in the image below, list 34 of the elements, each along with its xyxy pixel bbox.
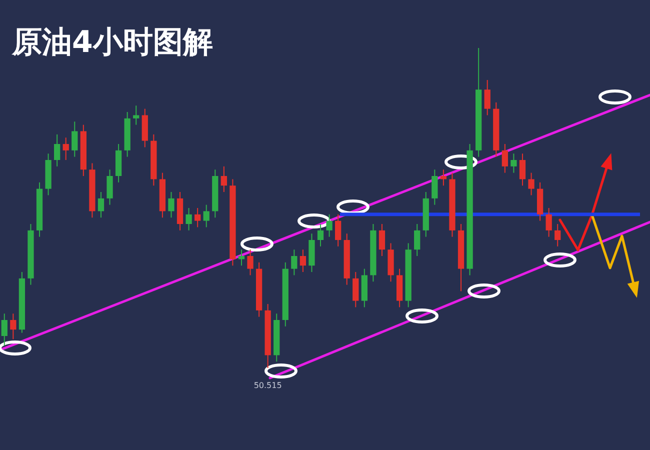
candlestick xyxy=(510,153,517,174)
candlestick xyxy=(300,249,306,272)
candlestick xyxy=(168,192,174,218)
candlestick xyxy=(335,214,342,247)
candlestick xyxy=(54,134,60,167)
candlestick xyxy=(1,313,8,346)
candlestick xyxy=(186,208,192,231)
candlestick xyxy=(546,208,552,238)
chart-title: 原油4小时图解 xyxy=(11,25,213,60)
candlestick xyxy=(62,137,69,160)
candlestick xyxy=(247,249,254,276)
candlestick xyxy=(440,169,447,186)
text: 50.515 xyxy=(254,381,282,390)
candlestick xyxy=(378,224,386,256)
candlestick xyxy=(106,169,113,206)
candlestick xyxy=(414,224,420,256)
candlestick xyxy=(432,169,438,206)
candlestick xyxy=(220,166,227,192)
candlestick xyxy=(194,208,201,228)
candlestick xyxy=(519,153,526,186)
candlestick xyxy=(554,224,561,247)
candlestick xyxy=(502,144,508,174)
candlestick xyxy=(133,105,140,126)
candlestick xyxy=(10,313,16,340)
candlestick xyxy=(352,272,359,308)
candlestick xyxy=(98,192,104,218)
candlestick xyxy=(317,224,324,247)
candlestick xyxy=(291,249,298,276)
candlestick xyxy=(72,121,78,158)
candlestick xyxy=(238,249,245,266)
candlestick xyxy=(326,214,332,238)
candlestick xyxy=(203,204,210,228)
candlestick xyxy=(528,172,534,196)
candlestick xyxy=(484,80,490,116)
